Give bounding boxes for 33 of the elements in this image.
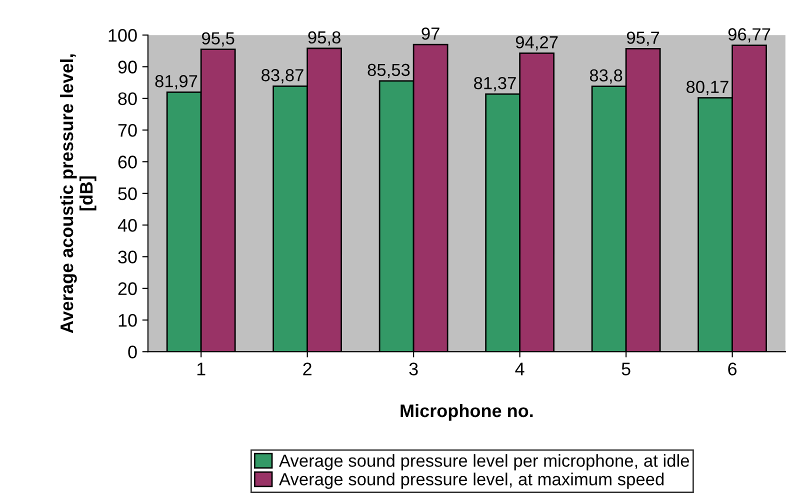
data-label: 95,5 <box>202 32 234 47</box>
data-label: 94,27 <box>516 36 558 50</box>
y-tick-label: 10 <box>118 314 137 327</box>
data-label: 81,37 <box>474 76 516 92</box>
data-label: 81,97 <box>155 75 198 90</box>
data-label: 96,77 <box>728 28 770 43</box>
data-label: 97 <box>422 27 440 40</box>
y-tick-label: 90 <box>118 60 137 74</box>
y-axis-title: Average acoustic pressure level, [dB] <box>60 54 96 334</box>
x-tick-label: 6 <box>728 362 737 376</box>
data-label: 80,17 <box>686 80 728 96</box>
data-label: 83,8 <box>590 69 622 84</box>
y-tick-label: 0 <box>128 346 137 358</box>
x-tick-label: 2 <box>303 362 312 376</box>
legend-label: Average sound pressure level, at maximum speed <box>279 472 664 489</box>
y-tick-label: 20 <box>118 282 137 296</box>
data-label: 85,53 <box>368 64 410 78</box>
x-axis-title: Microphone no. <box>400 404 533 421</box>
x-tick-label: 4 <box>515 362 524 376</box>
legend-label: Average sound pressure level per microphone, at idle <box>279 454 689 470</box>
x-tick-label: 1 <box>197 362 206 376</box>
y-tick-label: 30 <box>118 250 137 264</box>
data-label: 95,8 <box>308 31 340 46</box>
x-tick-label: 3 <box>409 362 418 376</box>
y-tick-label: 100 <box>108 29 137 42</box>
y-tick-label: 80 <box>118 92 137 106</box>
y-tick-label: 50 <box>118 187 137 200</box>
data-label: 95,7 <box>626 32 660 46</box>
data-label: 83,87 <box>262 69 304 84</box>
y-tick-label: 70 <box>118 124 137 137</box>
y-tick-label: 60 <box>118 156 137 168</box>
x-tick-label: 5 <box>622 362 630 376</box>
y-tick-label: 40 <box>118 218 137 232</box>
